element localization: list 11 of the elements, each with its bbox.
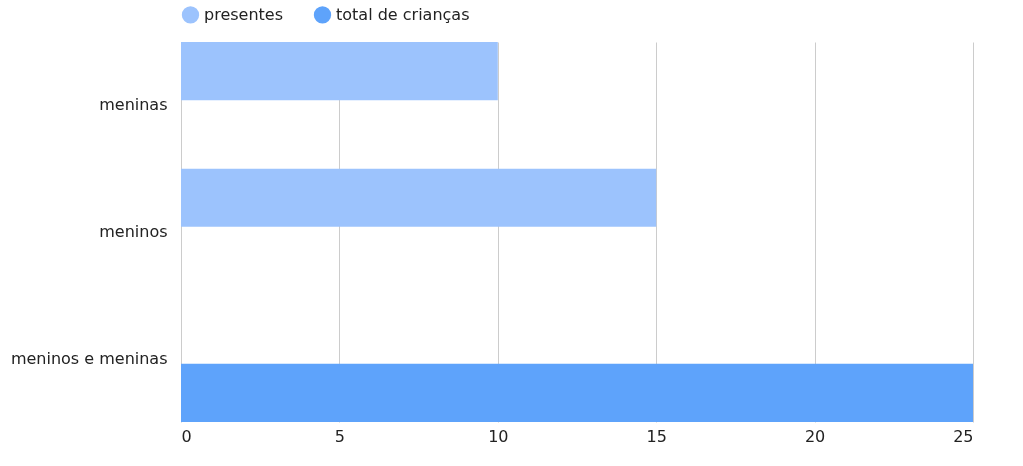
legend-label: total de crianças [336,4,470,24]
x-tick-label: 10 [488,426,509,446]
y-tick-label: meninas [99,95,168,115]
x-tick-label: 5 [334,426,345,446]
y-tick-label: meninos [99,222,168,241]
legend-label: presentes [204,4,283,24]
y-tick-label: meninos e meninas [10,348,168,368]
x-tick-label: 0 [181,426,192,446]
x-tick-label: 15 [646,426,667,446]
x-tick-label: 20 [804,426,826,446]
x-tick-label: 25 [953,426,974,446]
